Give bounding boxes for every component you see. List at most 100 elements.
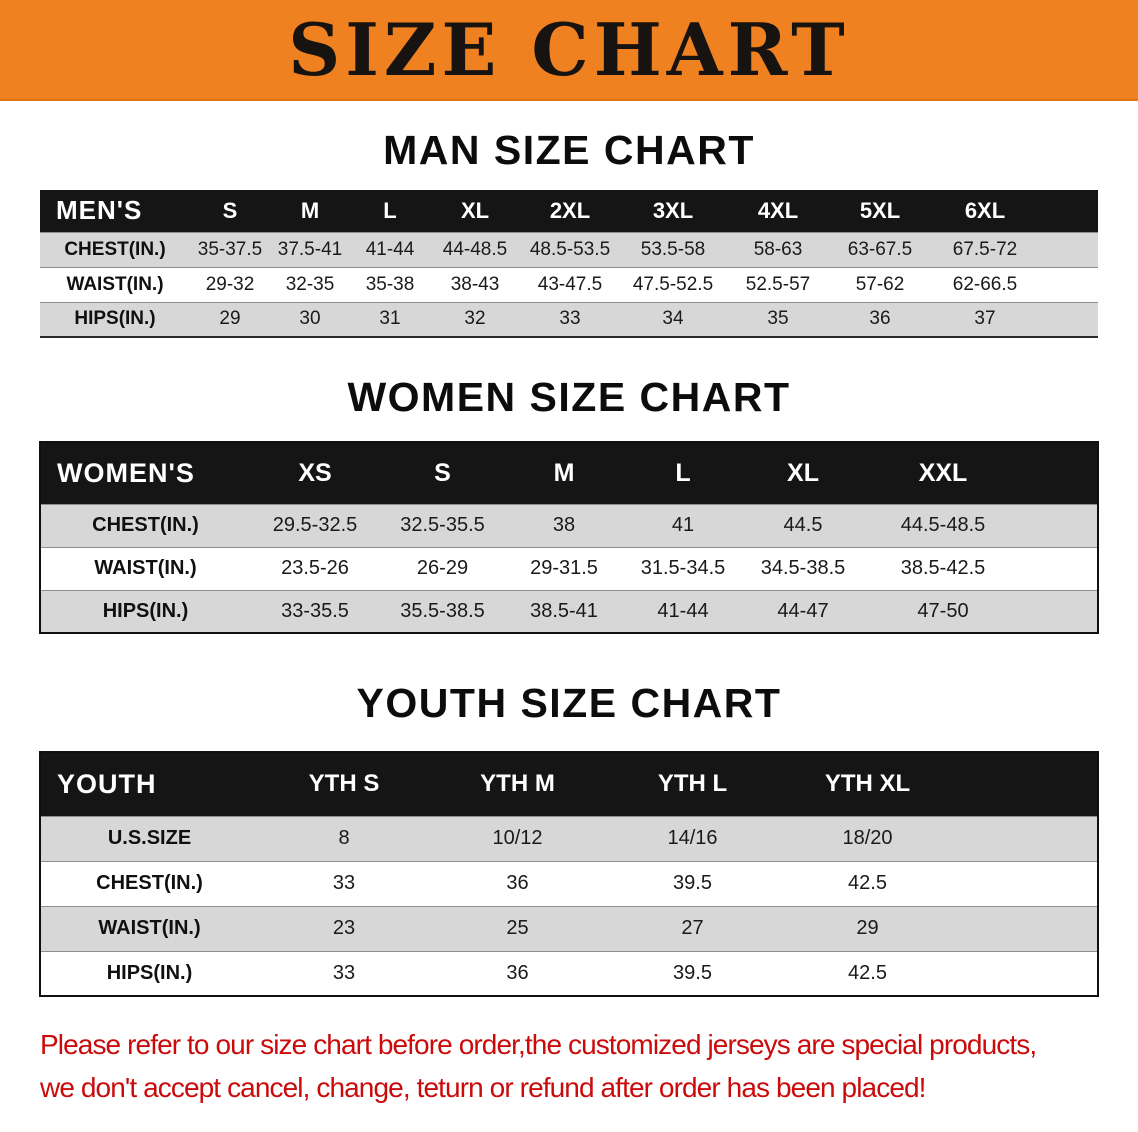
size-value: 33 — [332, 961, 356, 984]
size-column-header: 4XL — [726, 190, 830, 232]
size-value: 42.5 — [848, 961, 887, 984]
size-column-header: L — [623, 442, 743, 504]
size-value: 18/20 — [842, 827, 893, 849]
table-row: WAIST(IN.) 23 25 27 29 — [40, 906, 1098, 951]
size-column-header: S — [380, 442, 505, 504]
size-value: 67.5-72 — [952, 238, 1018, 260]
size-value: 53.5-58 — [640, 238, 706, 260]
pad-cell — [955, 951, 1098, 996]
pad-cell — [1040, 302, 1098, 337]
pad-cell — [955, 861, 1098, 906]
size-value: 32-35 — [285, 273, 335, 295]
size-column-header: L — [350, 190, 430, 232]
size-value: 42.5 — [848, 872, 887, 894]
pad-cell — [1040, 267, 1098, 302]
size-column-header: M — [505, 442, 623, 504]
table-corner-label: YOUTH — [40, 752, 258, 816]
size-column-header: XL — [430, 190, 520, 232]
size-value: 47.5-52.5 — [632, 273, 714, 295]
men-section-heading: MAN SIZE CHART — [383, 127, 755, 173]
pad-cell — [955, 816, 1098, 861]
size-charts-main: MAN SIZE CHART MEN'S S M L XL 2XL 3XL 4XL 5XL 6XL… — [0, 101, 1138, 997]
pad-cell — [1023, 547, 1098, 590]
measurement-label: WAIST(IN.) — [94, 557, 197, 579]
youth-size-section: YOUTH SIZE CHART YOUTH YTH S YTH M YTH L YTH… — [0, 634, 1138, 997]
size-column-header: 3XL — [620, 190, 726, 232]
size-value: 34 — [662, 308, 684, 330]
size-value: 8 — [338, 827, 350, 849]
size-value: 58-63 — [753, 238, 803, 260]
size-value: 36 — [869, 308, 891, 330]
size-value: 41-44 — [365, 238, 415, 260]
table-row: CHEST(IN.) 29.5-32.5 32.5-35.5 38 41 44.5 44.5… — [40, 504, 1098, 547]
youth-section-heading: YOUTH SIZE CHART — [356, 680, 782, 726]
size-value: 35 — [767, 308, 789, 330]
table-corner-label: WOMEN'S — [40, 442, 250, 504]
size-value: 29-31.5 — [530, 557, 598, 579]
pad-cell — [1023, 442, 1098, 504]
size-column-header: M — [270, 190, 350, 232]
size-column-header: 5XL — [830, 190, 930, 232]
table-row: WAIST(IN.) 29-32 32-35 35-38 38-43 43-47.5 47.… — [40, 267, 1098, 302]
pad-cell — [1040, 190, 1098, 232]
size-value: 43-47.5 — [537, 273, 603, 295]
size-value: 37.5-41 — [277, 238, 343, 260]
pad-cell — [955, 752, 1098, 816]
size-value: 23 — [332, 917, 356, 939]
size-value: 39.5 — [673, 872, 712, 894]
size-value: 38.5-41 — [530, 599, 598, 622]
size-value: 41-44 — [657, 599, 709, 622]
table-row: HIPS(IN.) 33 36 39.5 42.5 — [40, 951, 1098, 996]
size-value: 30 — [299, 308, 321, 330]
size-value: 29 — [856, 917, 879, 939]
disclaimer-line-2: we don't accept cancel, change, teturn o… — [40, 1072, 926, 1103]
size-column-header: 6XL — [930, 190, 1040, 232]
measurement-label: U.S.SIZE — [107, 827, 192, 849]
size-value: 34.5-38.5 — [760, 557, 846, 579]
measurement-label: WAIST(IN.) — [66, 273, 164, 295]
size-value: 31 — [379, 308, 401, 330]
women-size-section: WOMEN SIZE CHART WOMEN'S XS S M L XL XXL CHEST(… — [0, 338, 1138, 634]
size-value: 44-48.5 — [442, 238, 508, 260]
measurement-label: CHEST(IN.) — [96, 872, 203, 894]
size-value: 44.5-48.5 — [900, 514, 986, 536]
size-column-header: 2XL — [520, 190, 620, 232]
size-value: 37 — [974, 308, 996, 330]
size-value: 63-67.5 — [847, 238, 913, 260]
size-value: 29 — [219, 308, 241, 330]
disclaimer: Please refer to our size chart before or… — [40, 1023, 1098, 1109]
size-value: 38.5-42.5 — [900, 557, 986, 579]
men-size-section: MAN SIZE CHART MEN'S S M L XL 2XL 3XL 4XL 5XL 6XL… — [0, 101, 1138, 338]
size-value: 35.5-38.5 — [400, 599, 485, 622]
size-value: 48.5-53.5 — [529, 238, 611, 260]
size-value: 29.5-32.5 — [272, 514, 358, 536]
size-value: 35-38 — [365, 273, 415, 295]
table-row: U.S.SIZE 8 10/12 14/16 18/20 — [40, 816, 1098, 861]
size-chart-banner: SIZE CHART — [0, 0, 1138, 101]
size-value: 62-66.5 — [952, 273, 1018, 295]
size-value: 38-43 — [450, 273, 500, 295]
size-value: 44.5 — [783, 514, 823, 536]
size-column-header: YTH S — [258, 752, 430, 816]
pad-cell — [1023, 590, 1098, 633]
table-corner-label: MEN'S — [40, 190, 190, 232]
women-size-table: WOMEN'S XS S M L XL XXL CHEST(IN.) 29.5-32.5 32.5… — [39, 441, 1099, 634]
banner-title: SIZE CHART — [288, 7, 850, 92]
size-value: 32.5-35.5 — [400, 514, 485, 536]
size-column-header: YTH M — [430, 752, 605, 816]
size-value: 33 — [559, 308, 581, 330]
men-size-table: MEN'S S M L XL 2XL 3XL 4XL 5XL 6XL CHEST(IN.) 35-37… — [40, 190, 1098, 338]
size-value: 44-47 — [777, 599, 829, 622]
size-column-header: YTH L — [605, 752, 780, 816]
size-value: 25 — [506, 917, 529, 939]
size-value: 33 — [332, 872, 356, 894]
size-value: 10/12 — [492, 827, 543, 849]
measurement-label: HIPS(IN.) — [106, 961, 193, 984]
measurement-label: CHEST(IN.) — [92, 514, 199, 536]
size-value: 41 — [671, 514, 695, 536]
size-value: 52.5-57 — [745, 273, 811, 295]
pad-cell — [1023, 504, 1098, 547]
size-value: 35-37.5 — [197, 238, 263, 260]
table-header-row: YOUTH YTH S YTH M YTH L YTH XL — [40, 752, 1098, 816]
measurement-label: WAIST(IN.) — [98, 917, 201, 939]
